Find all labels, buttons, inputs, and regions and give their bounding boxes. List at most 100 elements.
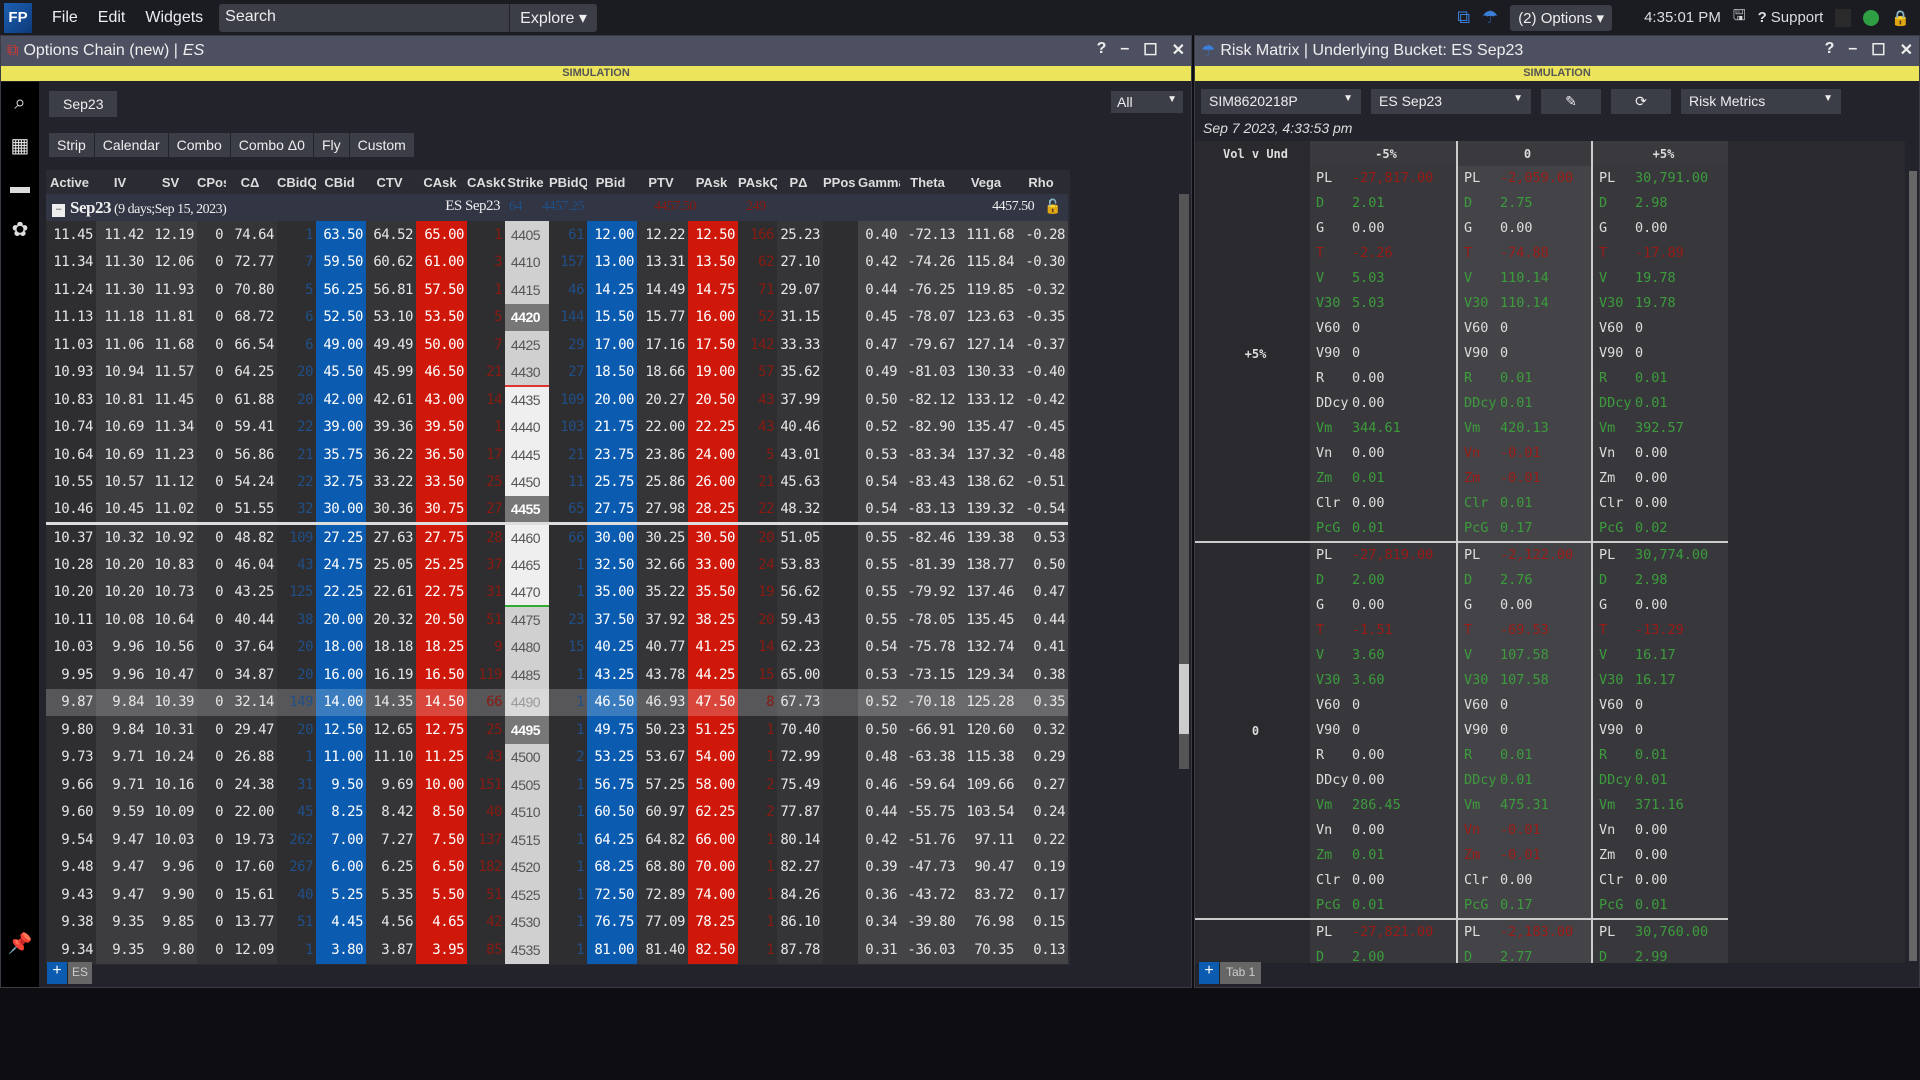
cell-cbid[interactable]: 3.80 [316,936,366,964]
help-icon[interactable]: ? [1824,40,1835,57]
vertical-scrollbar[interactable] [1179,194,1189,769]
column-header[interactable]: Rho [1017,170,1068,194]
edit-button[interactable]: ✎ [1541,89,1601,114]
cell-cbid[interactable]: 52.50 [316,303,366,331]
cell-pbid[interactable]: 25.75 [587,468,637,496]
column-header[interactable]: Gamma [858,170,900,194]
cell-pbid[interactable]: 23.75 [587,441,637,469]
cell-cask[interactable]: 25.25 [416,551,467,579]
chain-row[interactable]: 10.03 9.96 10.56 0 37.64 20 18.00 18.18 18.25 9 44… [46,633,1068,661]
chain-row[interactable]: 9.60 9.59 10.09 0 22.00 45 8.25 8.42 8.50 40 4510 1… [46,798,1068,826]
maximize-icon[interactable]: ☐ [1871,42,1886,59]
chain-row[interactable]: 9.95 9.96 10.47 0 34.87 20 16.00 16.19 16.50 119 4… [46,661,1068,689]
chain-row[interactable]: 9.43 9.47 9.90 0 15.61 40 5.25 5.35 5.50 51 4525 1 7… [46,881,1068,909]
cell-cask[interactable]: 36.50 [416,441,467,469]
menu-edit[interactable]: Edit [97,8,126,26]
strategy-button[interactable]: Strip [49,133,94,157]
gear-icon[interactable]: ✿ [11,218,29,241]
cell-cbid[interactable]: 24.75 [316,551,366,579]
cell-cask[interactable]: 39.50 [416,413,467,441]
cell-pask[interactable]: 58.00 [688,771,738,799]
cell-pbid[interactable]: 37.50 [587,606,637,634]
minimize-icon[interactable]: – [1120,40,1130,57]
chain-row[interactable]: 11.03 11.06 11.68 0 66.54 6 49.00 49.49 50.00 7 44… [46,331,1068,359]
chain-row[interactable]: 10.11 10.08 10.64 0 40.44 38 20.00 20.32 20.50 51… [46,606,1068,634]
column-header[interactable]: SV [147,170,197,194]
cell-pask[interactable]: 35.50 [688,578,738,606]
cell-cbid[interactable]: 42.00 [316,386,366,414]
cell-cbid[interactable]: 30.00 [316,496,366,525]
column-header[interactable]: PPos [823,170,858,194]
cell-pask[interactable]: 33.00 [688,551,738,579]
help-icon[interactable]: ? [1096,40,1107,57]
cell-pask[interactable]: 28.25 [688,496,738,525]
strategy-button[interactable]: Custom [349,133,414,157]
chain-row[interactable]: 9.34 9.35 9.80 0 12.09 1 3.80 3.87 3.95 85 4535 1 81… [46,936,1068,964]
cell-pask[interactable]: 20.50 [688,386,738,414]
cell-cbid[interactable]: 45.50 [316,358,366,386]
risk-cell[interactable]: PL -27,819.00 D 2.00 G 0.00 T -1.51 V 3.60 V30 3.60… [1310,541,1457,919]
cell-pbid[interactable]: 49.75 [587,716,637,744]
cell-pask[interactable]: 13.50 [688,248,738,276]
cell-cbid[interactable]: 7.00 [316,826,366,854]
chain-row[interactable]: 10.37 10.32 10.92 0 48.82 109 27.25 27.63 27.75 2… [46,523,1068,551]
cell-pask[interactable]: 51.25 [688,716,738,744]
column-header[interactable]: CPos [197,170,226,194]
risk-matrix-icon[interactable]: ☂ [1482,7,1499,27]
chain-row[interactable]: 11.34 11.30 12.06 0 72.77 7 59.50 60.62 61.00 3 44… [46,248,1068,276]
cell-pbid[interactable]: 64.25 [587,826,637,854]
strategy-button[interactable]: Combo [168,133,230,157]
cell-cask[interactable]: 53.50 [416,303,467,331]
column-header[interactable]: PTV [637,170,688,194]
cell-cask[interactable]: 3.95 [416,936,467,964]
chain-row[interactable]: 9.54 9.47 10.03 0 19.73 262 7.00 7.27 7.50 137 451… [46,826,1068,854]
cell-pbid[interactable]: 35.00 [587,578,637,606]
chain-row[interactable]: 10.55 10.57 11.12 0 54.24 22 32.75 33.22 33.50 25… [46,468,1068,496]
cell-pask[interactable]: 16.00 [688,303,738,331]
cell-cask[interactable]: 33.50 [416,468,467,496]
metrics-select[interactable]: Risk Metrics ▼ [1681,89,1841,114]
cell-cask[interactable]: 65.00 [416,221,467,249]
risk-cell[interactable]: PL -27,821.00 D 2.00 [1310,918,1457,963]
column-header[interactable]: CAsk [416,170,467,194]
cell-cbid[interactable]: 5.25 [316,881,366,909]
cell-cbid[interactable]: 39.00 [316,413,366,441]
cell-pask[interactable]: 74.00 [688,881,738,909]
cell-pbid[interactable]: 46.50 [587,688,637,716]
cell-cbid[interactable]: 12.50 [316,716,366,744]
cell-pbid[interactable]: 81.00 [587,936,637,964]
close-icon[interactable]: ✕ [1899,42,1913,59]
tab-es[interactable]: ES [68,962,93,984]
close-icon[interactable]: ✕ [1171,42,1185,59]
pin-icon[interactable]: 📌 [7,932,33,955]
cell-pbid[interactable]: 17.00 [587,331,637,359]
cell-pask[interactable]: 66.00 [688,826,738,854]
excel-icon[interactable] [1835,8,1852,27]
chain-row[interactable]: 10.20 10.20 10.73 0 43.25 125 22.25 22.61 22.75 3… [46,578,1068,607]
cell-pbid[interactable]: 43.25 [587,661,637,689]
add-tab-button[interactable]: + [47,962,67,984]
cell-cbid[interactable]: 32.75 [316,468,366,496]
column-header[interactable]: CBid [316,170,366,194]
cell-cask[interactable]: 18.25 [416,633,467,661]
cell-cask[interactable]: 7.50 [416,826,467,854]
cell-cbid[interactable]: 59.50 [316,248,366,276]
cell-pask[interactable]: 17.50 [688,331,738,359]
explore-button[interactable]: Explore ▾ [509,3,597,32]
cell-cbid[interactable]: 20.00 [316,606,366,634]
cell-pbid[interactable]: 18.50 [587,358,637,386]
cell-cask[interactable]: 50.00 [416,331,467,359]
strategy-button[interactable]: Fly [313,133,349,157]
risk-cell[interactable]: PL 30,791.00 D 2.98 G 0.00 T -17.89 V 19.78 V30 19.… [1591,166,1728,542]
cell-cask[interactable]: 16.50 [416,661,467,689]
cell-cbid[interactable]: 14.00 [316,688,366,716]
strategy-button[interactable]: Combo Δ0 [230,133,313,157]
risk-cell[interactable]: PL 30,774.00 D 2.98 G 0.00 T -13.29 V 16.17 V30 16.… [1591,541,1728,919]
cell-pbid[interactable]: 60.50 [587,798,637,826]
panel-title-bar[interactable]: ☂ Risk Matrix | Underlying Bucket: ES Se… [1195,36,1919,66]
cell-pask[interactable]: 14.75 [688,276,738,304]
cell-cbid[interactable]: 22.25 [316,578,366,606]
cell-pask[interactable]: 30.50 [688,523,738,551]
column-header[interactable]: PΔ [777,170,823,194]
lock-icon[interactable]: 🔓 [1044,200,1061,215]
